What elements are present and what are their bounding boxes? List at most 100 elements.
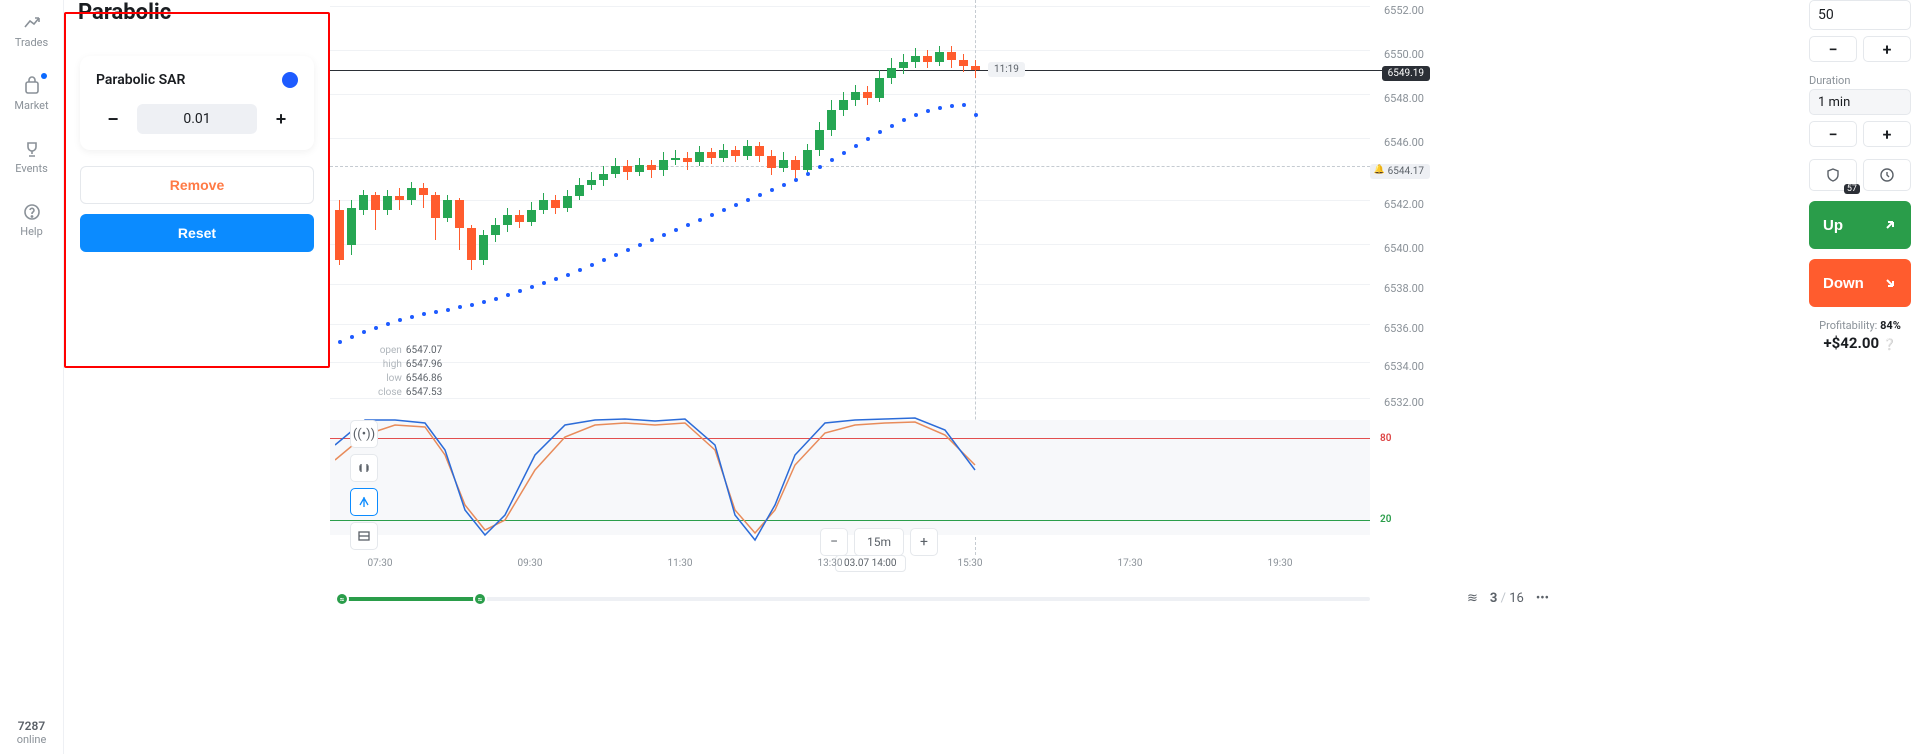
amount-input[interactable]: 50 xyxy=(1809,0,1911,30)
candlestick-icon[interactable] xyxy=(350,454,378,482)
current-price-badge: 6549.19 xyxy=(1382,66,1430,81)
nav-label: Market xyxy=(14,99,48,112)
sar-dot xyxy=(878,130,882,134)
sar-dot xyxy=(806,172,810,176)
osc-upper-label: 80 xyxy=(1380,433,1391,444)
price-chart[interactable] xyxy=(335,0,1365,400)
nav-help[interactable]: Help xyxy=(0,197,63,242)
sar-dot xyxy=(962,103,966,107)
stepper-value[interactable]: 0.01 xyxy=(137,104,257,134)
time-tick: 17:30 xyxy=(1118,558,1143,569)
notification-dot xyxy=(41,73,47,79)
range-slider[interactable]: ≈ ≈ xyxy=(335,592,1370,606)
trade-panel: 50 − + Duration 1 min − + 57 Up Down Pro… xyxy=(1801,0,1919,754)
stepper-plus[interactable]: + xyxy=(267,105,295,133)
tf-minus[interactable]: − xyxy=(820,528,848,556)
online-count: 7287 online xyxy=(0,719,63,746)
duration-minus[interactable]: − xyxy=(1809,121,1857,147)
stepper-minus[interactable]: − xyxy=(99,105,127,133)
amount-minus[interactable]: − xyxy=(1809,36,1857,62)
layers-icon[interactable]: ≋ xyxy=(1467,591,1478,606)
price-tick: 6540.00 xyxy=(1384,242,1424,255)
nav-label: Trades xyxy=(15,36,48,49)
price-tick: 6548.00 xyxy=(1384,92,1424,105)
sar-dot xyxy=(554,277,558,281)
sar-dot xyxy=(374,326,378,330)
down-button[interactable]: Down xyxy=(1809,259,1911,307)
sar-dot xyxy=(614,253,618,257)
up-button[interactable]: Up xyxy=(1809,201,1911,249)
time-tick: 13:30 xyxy=(818,558,843,569)
duration-plus[interactable]: + xyxy=(1863,121,1911,147)
remove-button[interactable]: Remove xyxy=(80,166,314,204)
sar-dot xyxy=(902,118,906,122)
nav-events[interactable]: Events xyxy=(0,134,63,179)
sar-dot xyxy=(674,228,678,232)
shield-badge: 57 xyxy=(1844,184,1860,194)
range-fill xyxy=(335,597,480,601)
signal-icon[interactable]: ((•)) xyxy=(350,420,378,448)
shield-button[interactable]: 57 xyxy=(1809,159,1857,191)
online-label: online xyxy=(0,733,63,746)
sar-dot xyxy=(638,243,642,247)
layout-icon[interactable] xyxy=(350,522,378,550)
sar-dot xyxy=(350,335,354,339)
range-handle-right[interactable]: ≈ xyxy=(473,592,487,606)
sar-dot xyxy=(530,285,534,289)
sar-dot xyxy=(662,233,666,237)
sar-dot xyxy=(974,113,978,117)
price-tick: 6536.00 xyxy=(1384,322,1424,335)
price-tick: 6550.00 xyxy=(1384,48,1424,61)
amount-plus[interactable]: + xyxy=(1863,36,1911,62)
price-tick: 6542.00 xyxy=(1384,198,1424,211)
range-handle-left[interactable]: ≈ xyxy=(335,592,349,606)
left-nav: Trades Market Events Help 7287 online xyxy=(0,0,64,754)
up-label: Up xyxy=(1823,217,1843,234)
down-label: Down xyxy=(1823,275,1864,292)
tf-plus[interactable]: + xyxy=(910,528,938,556)
help-icon xyxy=(21,201,43,223)
sar-dot xyxy=(770,188,774,192)
duration-label: Duration xyxy=(1809,74,1911,87)
sar-dot xyxy=(866,137,870,141)
sar-dot xyxy=(518,289,522,293)
sar-dot xyxy=(398,318,402,322)
range-track xyxy=(335,597,1370,601)
sar-dot xyxy=(926,109,930,113)
price-tick: 6552.00 xyxy=(1384,4,1424,17)
sar-dot xyxy=(938,106,942,110)
nav-label: Events xyxy=(15,162,48,175)
tf-display[interactable]: 15m xyxy=(854,528,904,556)
price-tick: 6546.00 xyxy=(1384,136,1424,149)
time-axis: 07:3009:3011:3013:3015:3017:3019:30 xyxy=(330,558,1370,578)
price-axis: 6552.00 6550.00 6548.00 6546.00 6544.17 6542.… xyxy=(1370,0,1430,400)
sar-dot xyxy=(482,300,486,304)
sar-dot xyxy=(602,258,606,262)
price-tick: 6534.00 xyxy=(1384,360,1424,373)
sar-dot xyxy=(590,263,594,267)
more-icon[interactable]: ••• xyxy=(1536,591,1549,606)
reset-button[interactable]: Reset xyxy=(80,214,314,252)
time-tick: 11:30 xyxy=(668,558,693,569)
price-tick: 6544.17 xyxy=(1370,164,1430,179)
sar-dot xyxy=(458,305,462,309)
sar-dot xyxy=(338,340,342,344)
sar-dot xyxy=(758,193,762,197)
sar-dot xyxy=(734,203,738,207)
sar-dot xyxy=(470,303,474,307)
sar-dot xyxy=(794,178,798,182)
sar-dot xyxy=(422,312,426,316)
market-icon xyxy=(21,75,43,97)
duration-value[interactable]: 1 min xyxy=(1809,89,1911,115)
drawing-icon[interactable] xyxy=(350,488,378,516)
sar-color-swatch[interactable] xyxy=(282,72,298,88)
sar-dot xyxy=(698,218,702,222)
sar-dot xyxy=(854,144,858,148)
sar-dot xyxy=(914,113,918,117)
nav-trades[interactable]: Trades xyxy=(0,8,63,53)
clock-button[interactable] xyxy=(1863,159,1911,191)
chart-indicator-toolbar: ((•)) xyxy=(350,420,378,550)
nav-market[interactable]: Market xyxy=(0,71,63,116)
online-number: 7287 xyxy=(0,719,63,733)
sar-dot xyxy=(578,268,582,272)
